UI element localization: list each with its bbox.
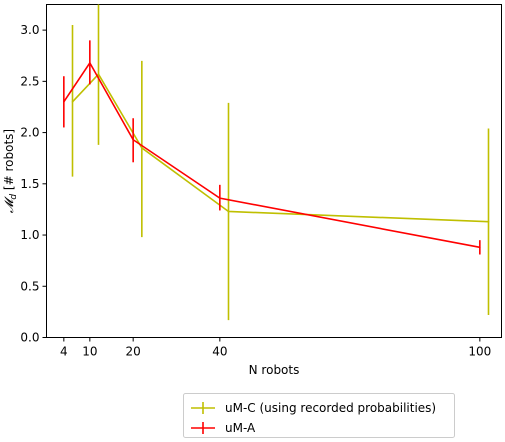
y-axis-label-symbol: 𝓜 [2, 196, 16, 213]
data-point [227, 210, 230, 213]
svg-text:𝓜d [# robots]: 𝓜d [# robots] [2, 129, 19, 213]
data-point [487, 220, 490, 223]
series-line [71, 72, 489, 223]
series-1 [71, 4, 490, 321]
data-point [97, 73, 100, 75]
y-tick-label: 2.5 [20, 74, 39, 88]
data-point [63, 101, 65, 103]
x-tick-label: 10 [82, 345, 97, 359]
x-tick-label: 4 [60, 345, 68, 359]
y-tick-label: 3.0 [20, 23, 39, 37]
y-tick-label: 0.0 [20, 331, 39, 345]
y-axis-label-subscript: d [9, 194, 19, 200]
legend-label: uM-A [225, 421, 256, 435]
y-tick-label: 1.5 [20, 177, 39, 191]
data-point [71, 101, 74, 103]
legend-entries: uM-C (using recorded probabilities) uM-A [191, 401, 436, 435]
series-layer [63, 4, 490, 321]
x-tick-label: 20 [126, 345, 141, 359]
y-tick-label: 0.5 [20, 279, 39, 293]
plot-frame [46, 4, 502, 338]
x-axis-label: N robots [249, 363, 300, 377]
series-2 [63, 40, 481, 255]
x-tick-label: 40 [212, 345, 227, 359]
data-point [219, 197, 221, 199]
y-axis-label-unit: [# robots] [2, 129, 16, 190]
y-tick-label: 1.0 [20, 228, 39, 242]
data-point [132, 138, 134, 141]
axis-layer: 4 10 20 40 100 0.0 0.5 1.0 1.5 2.0 2.5 3.0 [20, 23, 491, 358]
y-tick-label: 2.0 [20, 126, 39, 140]
data-point [479, 246, 481, 249]
x-tick-label: 100 [468, 345, 491, 359]
data-point [141, 147, 143, 149]
legend-label: uM-C (using recorded probabilities) [225, 401, 436, 415]
y-axis-label: 𝓜d [# robots] [2, 129, 19, 213]
data-point [89, 62, 91, 64]
legend: uM-C (using recorded probabilities) uM-A [183, 393, 455, 438]
legend-frame [183, 393, 455, 438]
